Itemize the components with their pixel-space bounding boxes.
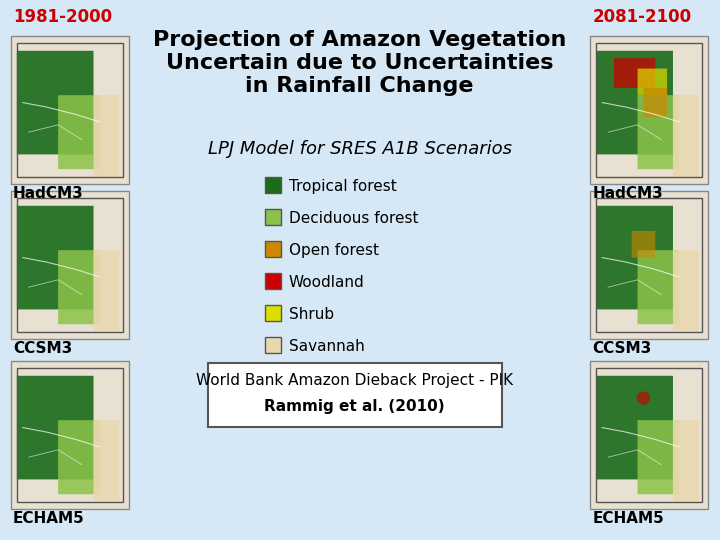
FancyBboxPatch shape	[638, 69, 667, 95]
Circle shape	[638, 392, 649, 404]
FancyBboxPatch shape	[590, 191, 708, 339]
FancyBboxPatch shape	[638, 420, 679, 494]
FancyBboxPatch shape	[265, 273, 281, 289]
Text: ECHAM5: ECHAM5	[13, 511, 85, 526]
FancyBboxPatch shape	[638, 95, 679, 169]
Text: Woodland: Woodland	[289, 275, 364, 290]
FancyBboxPatch shape	[265, 209, 281, 225]
Text: 1981-2000: 1981-2000	[13, 8, 112, 26]
FancyBboxPatch shape	[673, 420, 699, 502]
FancyBboxPatch shape	[590, 361, 708, 509]
Text: CCSM3: CCSM3	[593, 341, 652, 356]
FancyBboxPatch shape	[631, 231, 655, 258]
FancyBboxPatch shape	[644, 88, 667, 117]
Text: Shrub: Shrub	[289, 307, 334, 322]
FancyBboxPatch shape	[11, 36, 129, 184]
FancyBboxPatch shape	[638, 250, 679, 324]
FancyBboxPatch shape	[17, 206, 94, 309]
FancyBboxPatch shape	[265, 241, 281, 257]
Text: CCSM3: CCSM3	[13, 341, 72, 356]
Text: ECHAM5: ECHAM5	[593, 511, 664, 526]
FancyBboxPatch shape	[58, 420, 99, 494]
FancyBboxPatch shape	[17, 376, 94, 480]
FancyBboxPatch shape	[11, 361, 129, 509]
FancyBboxPatch shape	[58, 250, 99, 324]
Text: Deciduous forest: Deciduous forest	[289, 211, 418, 226]
FancyBboxPatch shape	[673, 250, 699, 332]
FancyBboxPatch shape	[17, 51, 94, 154]
Text: 2081-2100: 2081-2100	[593, 8, 691, 26]
FancyBboxPatch shape	[58, 95, 99, 169]
FancyBboxPatch shape	[596, 51, 673, 154]
FancyBboxPatch shape	[94, 420, 120, 502]
Text: LPJ Model for SRES A1B Scenarios: LPJ Model for SRES A1B Scenarios	[207, 140, 512, 158]
FancyBboxPatch shape	[614, 58, 655, 88]
FancyBboxPatch shape	[208, 363, 502, 427]
FancyBboxPatch shape	[94, 250, 120, 332]
Text: World Bank Amazon Dieback Project - PIK: World Bank Amazon Dieback Project - PIK	[196, 373, 513, 388]
FancyBboxPatch shape	[11, 191, 129, 339]
FancyBboxPatch shape	[596, 206, 673, 309]
Text: HadCM3: HadCM3	[593, 186, 663, 201]
Text: Savannah: Savannah	[289, 339, 364, 354]
FancyBboxPatch shape	[673, 95, 699, 177]
Text: Open forest: Open forest	[289, 243, 379, 258]
FancyBboxPatch shape	[265, 305, 281, 321]
FancyBboxPatch shape	[590, 36, 708, 184]
FancyBboxPatch shape	[596, 376, 673, 480]
Text: Projection of Amazon Vegetation
Uncertain due to Uncertainties
in Rainfall Chang: Projection of Amazon Vegetation Uncertai…	[153, 30, 567, 97]
FancyBboxPatch shape	[94, 95, 120, 177]
FancyBboxPatch shape	[265, 337, 281, 353]
Text: Tropical forest: Tropical forest	[289, 179, 397, 194]
FancyBboxPatch shape	[265, 177, 281, 193]
Text: HadCM3: HadCM3	[13, 186, 84, 201]
Text: Rammig et al. (2010): Rammig et al. (2010)	[264, 399, 445, 414]
